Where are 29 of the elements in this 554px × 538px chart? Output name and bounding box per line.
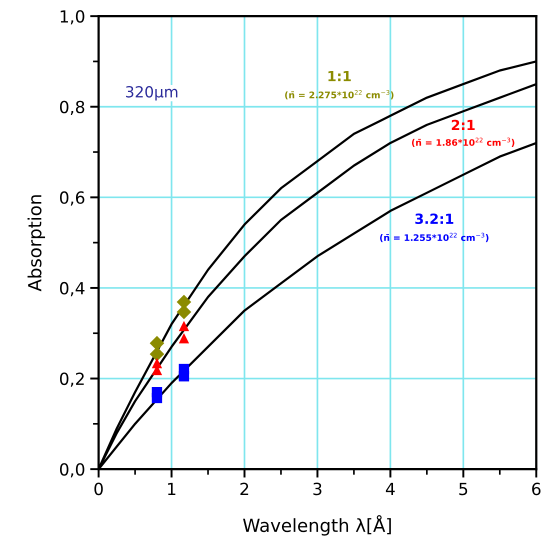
x-tick-label: 2 [240,482,248,495]
y-tick-label: 0,4 [60,282,84,296]
point [178,333,190,344]
point [150,346,164,362]
point [178,320,190,332]
x-axis-title: Wavelength λ[Å] [243,515,391,536]
x-tick-label: 6 [532,482,541,496]
annotation: (n̄ = 2.275*10$^{22}$ cm$^{−3}$) [285,90,394,100]
y-tick-label: 0,0 [60,463,84,478]
x-tick-label: 1 [168,482,176,495]
y-tick-label: 0,2 [60,372,84,387]
x-tick-label: 3 [313,482,322,496]
point [178,371,190,382]
annotation: 3.2:1 [415,214,454,224]
y-tick-label: 1,0 [60,10,84,24]
x-tick-label: 0 [94,482,103,496]
point [150,336,164,350]
point [176,304,192,320]
annotation: (n̄ = 1.255*10$^{22}$ cm$^{−3}$) [380,232,488,242]
y-tick-label: 0,6 [60,191,84,206]
y-axis-title: Absorption [28,195,46,292]
x-tick-label: 4 [386,482,395,495]
annotation: 1:1 [328,71,351,82]
annotation: (n̄ = 1.86*10$^{22}$ cm$^{−3}$) [412,138,514,147]
annotation: 2:1 [452,120,475,130]
x-tick-label: 5 [459,482,468,496]
y-tick-label: 0,8 [60,100,84,116]
annotation: 320μm [126,86,178,101]
point [152,392,162,404]
